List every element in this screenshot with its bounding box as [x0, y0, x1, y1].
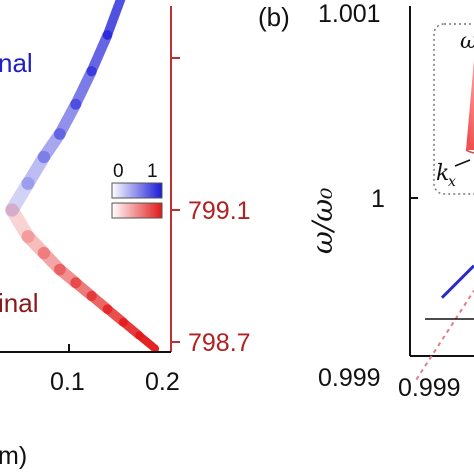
colorbar-red	[111, 202, 163, 219]
band-segment-0	[86, 30, 113, 77]
band-segment-0	[5, 176, 35, 217]
inset: k x ω	[433, 23, 474, 195]
series-line-0	[440, 264, 474, 299]
inset-axis	[454, 159, 471, 167]
inset-cone-rim	[465, 149, 474, 154]
inset-corner-label: ω	[460, 29, 474, 54]
right-tick-label-799-1: 799.1	[188, 197, 251, 225]
colorbar-max-label: 1	[147, 161, 158, 182]
x-tick-label-0-2: 0.2	[145, 368, 180, 396]
band-segment-0	[21, 150, 51, 190]
y-tick-label-1-001: 1.001	[318, 0, 381, 28]
annotation-red: inal	[0, 288, 38, 318]
panel-b-series	[415, 264, 474, 381]
band-segment-1	[37, 246, 66, 276]
annotation-blue: nal	[0, 48, 33, 78]
colorbar-min-label: 0	[113, 161, 124, 182]
inset-cone	[466, 60, 474, 150]
colorbar-blue	[111, 182, 163, 199]
x-axis-label-fragment: m)	[0, 442, 27, 470]
panel-a: 799.1 798.7 0.1 0.2 m) nal inal 0 1	[0, 0, 251, 470]
panel-label-b: (b)	[258, 2, 290, 32]
inset-frame	[433, 23, 474, 195]
band-segment-0	[70, 66, 97, 110]
y-tick-label-0-999: 0.999	[318, 364, 381, 392]
right-tick-label-798-7: 798.7	[188, 329, 251, 357]
panel-b: (b) 1.001 1 0.999 ω/ω₀ 0.999 k x ω	[258, 0, 474, 402]
colorbar: 0 1	[111, 161, 163, 219]
x-tick-label-0-1: 0.1	[50, 368, 85, 396]
x-tick-label-0-999-b: 0.999	[398, 374, 461, 402]
series-line-1	[415, 290, 474, 381]
band-segment-1	[5, 203, 35, 244]
band-curves	[5, 0, 160, 353]
band-segment-1	[21, 230, 51, 260]
band-segment-0	[37, 128, 66, 164]
band-segment-0	[102, 0, 126, 40]
band-segment-1	[135, 331, 160, 353]
y-tick-label-1: 1	[371, 185, 385, 213]
inset-label-k: k	[436, 161, 449, 186]
y-axis-label: ω/ω₀	[306, 188, 339, 254]
inset-label-x: x	[448, 174, 456, 190]
band-segment-0	[54, 98, 82, 140]
